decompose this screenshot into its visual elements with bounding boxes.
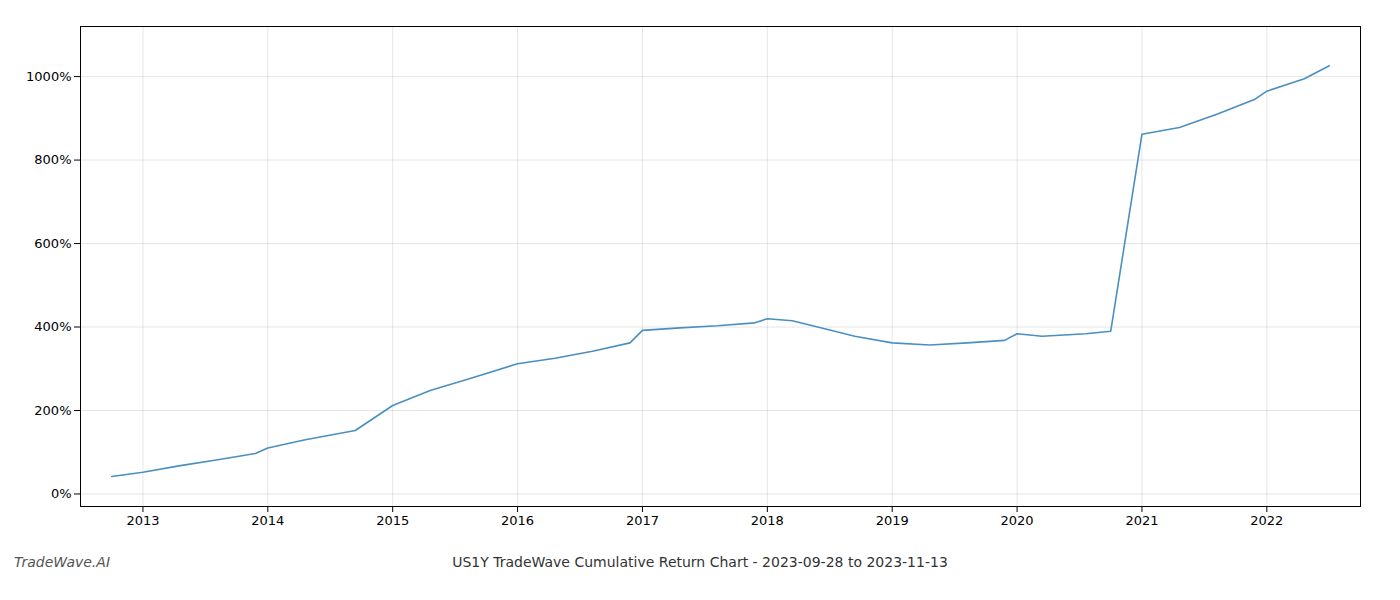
html-text:US1Y TradeWave Cumulative Retu: US1Y TradeWave Cumulative Return Chart -…	[452, 554, 948, 570]
svg-text:400%: 400%	[34, 319, 71, 334]
svg-text:2016: 2016	[501, 513, 534, 528]
svg-text:2015: 2015	[376, 513, 409, 528]
svg-text:0%: 0%	[51, 486, 72, 501]
svg-text:2021: 2021	[1125, 513, 1158, 528]
svg-text:600%: 600%	[34, 236, 71, 251]
svg-text:2014: 2014	[251, 513, 284, 528]
svg-text:2019: 2019	[876, 513, 909, 528]
svg-text:800%: 800%	[34, 152, 71, 167]
svg-text:2018: 2018	[751, 513, 784, 528]
svg-text:2022: 2022	[1250, 513, 1283, 528]
html-text:TradeWave.AI: TradeWave.AI	[14, 554, 110, 570]
svg-text:2020: 2020	[1001, 513, 1034, 528]
svg-text:2013: 2013	[126, 513, 159, 528]
svg-text:200%: 200%	[34, 403, 71, 418]
svg-text:2017: 2017	[626, 513, 659, 528]
svg-text:1000%: 1000%	[26, 69, 71, 84]
